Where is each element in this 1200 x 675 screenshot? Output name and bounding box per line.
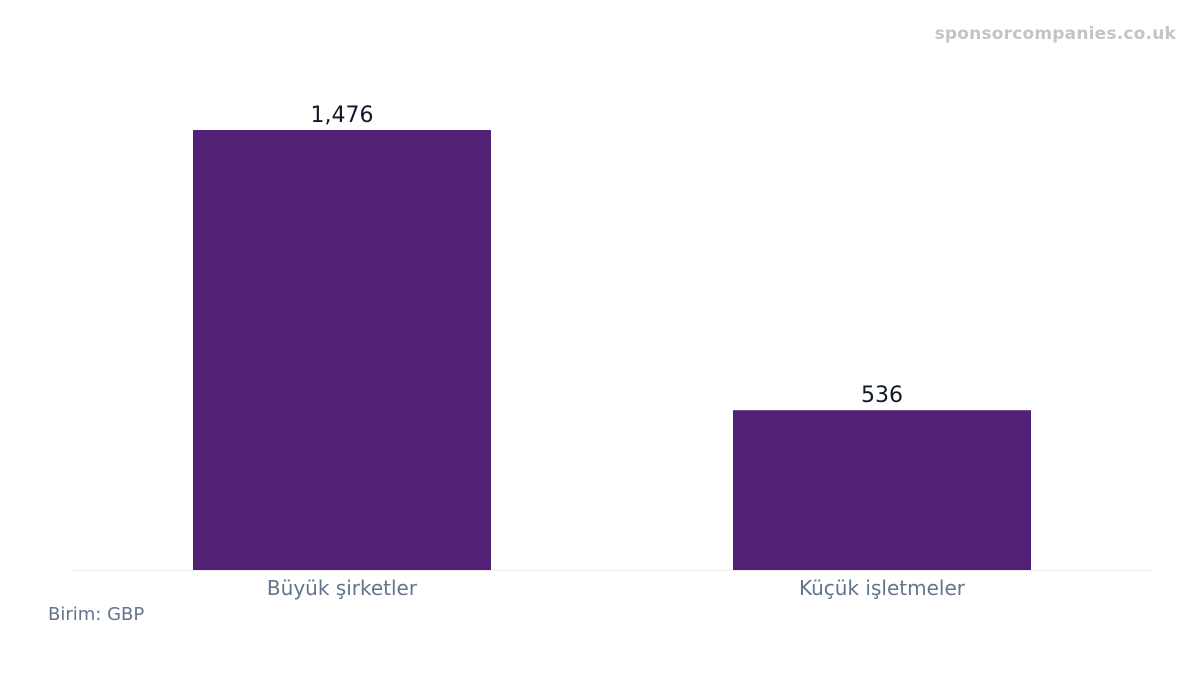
value-labels-group: 1,476 536	[311, 103, 903, 408]
x-tick-label-2: Küçük işletmeler	[799, 576, 966, 600]
tick-labels-group: Büyük şirketler Küçük işletmeler	[267, 576, 966, 600]
bar-2	[733, 410, 1031, 570]
watermark-text: sponsorcompanies.co.uk	[934, 24, 1176, 44]
unit-note: Birim: GBP	[48, 604, 145, 625]
bar-value-label-1: 1,476	[311, 103, 374, 128]
bar-1	[193, 130, 491, 570]
x-tick-label-1: Büyük şirketler	[267, 576, 418, 600]
bars-group	[193, 130, 1031, 570]
bar-value-label-2: 536	[861, 383, 903, 408]
